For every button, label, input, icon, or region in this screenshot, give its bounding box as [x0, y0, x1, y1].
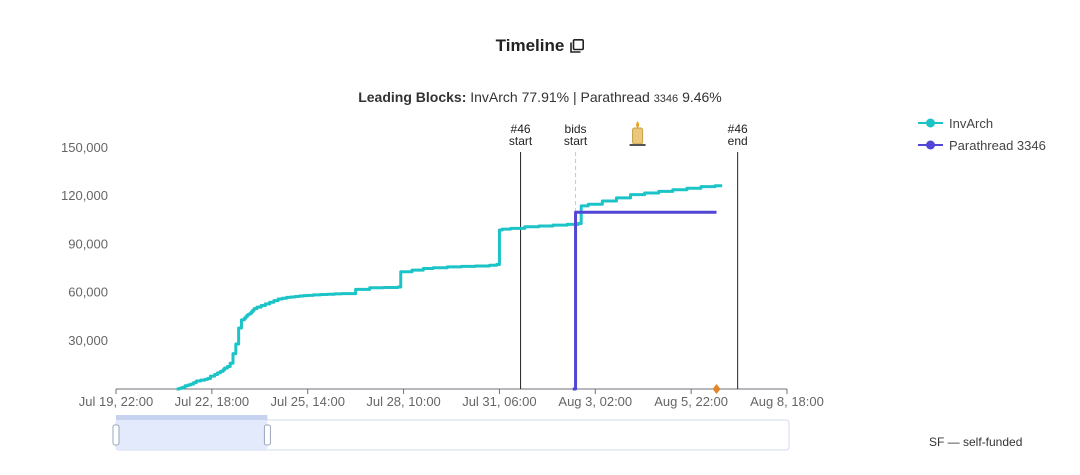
zoom-slider[interactable] [112, 415, 790, 451]
y-tick-label: 150,000 [61, 140, 108, 155]
series-line-parathread [572, 210, 717, 391]
zoom-window [116, 420, 268, 450]
x-tick-label: Aug 5, 22:00 [654, 394, 728, 409]
leader-second-pct: 9.46% [682, 89, 722, 105]
x-tick-label: Aug 3, 02:00 [558, 394, 632, 409]
candle-body [632, 127, 644, 145]
candle-base [629, 144, 646, 146]
y-axis: 30,000 60,000 90,000 120,000 150,000 [61, 140, 108, 348]
chart-legend: InvArch Parathread 3346 [918, 112, 1046, 156]
zoom-handle-left[interactable] [112, 424, 120, 446]
leader-first-pct: 77.91% [521, 89, 570, 105]
x-tick-label: Jul 25, 14:00 [270, 394, 344, 409]
event-label: #46 [511, 122, 531, 136]
event-label: bids [565, 122, 587, 136]
candle-flame [636, 121, 640, 128]
series-layer [176, 184, 723, 391]
leader-second-id: 3346 [653, 93, 679, 105]
event-sublabel: start [509, 134, 533, 148]
legend-item-invarch[interactable]: InvArch [918, 112, 1046, 134]
x-tick-label: Jul 28, 10:00 [366, 394, 440, 409]
leader-second-name: Parathread [580, 89, 650, 105]
copy-icon[interactable] [570, 38, 585, 53]
chart-title: Timeline [0, 36, 1080, 56]
legend-invarch-label: InvArch [949, 115, 994, 131]
chart-title-text: Timeline [495, 36, 565, 55]
x-axis: Jul 19, 22:00 Jul 22, 18:00 Jul 25, 14:00 J… [79, 388, 824, 409]
leader-separator: | [572, 89, 577, 105]
y-tick-label: 120,000 [61, 188, 108, 203]
event-sublabel: start [564, 134, 588, 148]
y-tick-label: 90,000 [68, 236, 108, 251]
leading-blocks-summary: Leading Blocks: InvArch 77.91% | Parathr… [0, 89, 1080, 105]
zoom-handle-right[interactable] [263, 424, 271, 446]
event-label: #46 [728, 122, 748, 136]
x-tick-label: Jul 19, 22:00 [79, 394, 153, 409]
diamond-marker [712, 384, 721, 394]
y-tick-label: 30,000 [68, 333, 108, 348]
x-tick-label: Jul 22, 18:00 [175, 394, 249, 409]
legend-item-parathread[interactable]: Parathread 3346 [918, 134, 1046, 156]
legend-invarch-swatch-icon [918, 118, 943, 128]
x-tick-label: Aug 8, 18:00 [750, 394, 824, 409]
y-tick-label: 60,000 [68, 285, 108, 300]
legend-parathread-swatch-icon [918, 140, 943, 150]
leading-blocks-label: Leading Blocks: [358, 89, 467, 105]
series-line-invarch [176, 184, 723, 391]
event-sublabel: end [728, 134, 748, 148]
leader-first-name: InvArch [470, 89, 518, 105]
candle-icon [629, 121, 646, 146]
markers-layer [712, 384, 721, 394]
x-tick-label: Jul 31, 06:00 [462, 394, 536, 409]
self-funded-note: SF — self-funded [929, 435, 1023, 449]
legend-parathread-label: Parathread 3346 [949, 137, 1046, 153]
zoom-window-top [116, 415, 268, 420]
